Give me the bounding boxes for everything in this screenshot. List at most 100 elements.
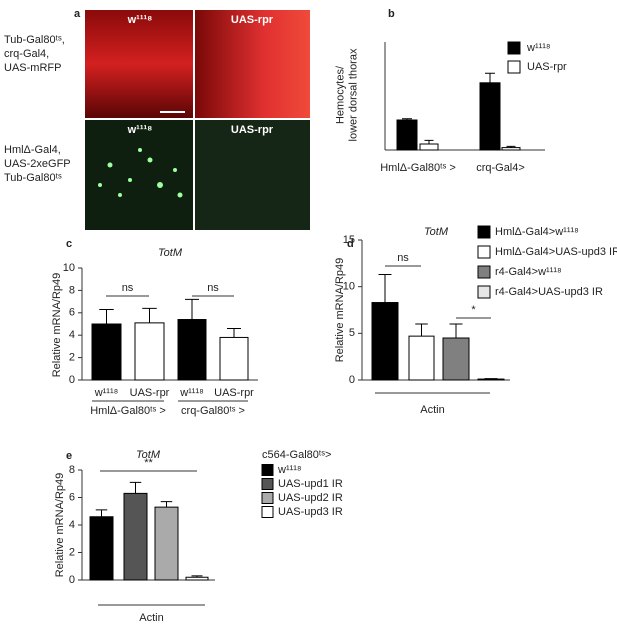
error-bar bbox=[449, 323, 463, 338]
error-bar bbox=[129, 481, 142, 494]
x-tick-label: HmlΔ-Gal80ᵗˢ > bbox=[380, 162, 456, 174]
x-tick-label: UAS-rpr bbox=[214, 387, 254, 399]
legend-swatch bbox=[261, 464, 274, 476]
legend-swatch bbox=[507, 60, 521, 74]
legend-swatch bbox=[477, 285, 491, 299]
bar bbox=[408, 335, 435, 381]
y-axis-label: Relative mRNA/Rp49 bbox=[54, 473, 66, 578]
error-bar bbox=[378, 274, 392, 303]
error-bar bbox=[99, 308, 114, 324]
bar bbox=[396, 119, 418, 151]
bar bbox=[154, 506, 179, 581]
y-tick-label: 0 bbox=[69, 574, 75, 586]
error-bar bbox=[402, 118, 412, 120]
legend-label: UAS-upd3 IR bbox=[278, 506, 343, 518]
image-green-left bbox=[85, 120, 193, 230]
panel-letter: e bbox=[66, 450, 72, 462]
bar bbox=[134, 322, 165, 381]
y-tick-label: 6 bbox=[69, 307, 75, 319]
y-tick-label: 15 bbox=[343, 234, 355, 246]
legend-swatch bbox=[507, 41, 521, 55]
legend-label: w¹¹¹⁸ bbox=[526, 42, 551, 54]
bar bbox=[89, 516, 114, 581]
panel-a-images bbox=[85, 10, 310, 230]
legend-swatch bbox=[261, 492, 274, 504]
bar bbox=[442, 337, 470, 381]
y-tick-label: 10 bbox=[343, 281, 355, 293]
panel-letter: b bbox=[388, 8, 395, 20]
image-row-label: crq-Gal4, bbox=[4, 48, 49, 60]
x-tick-label: w¹¹¹⁸ bbox=[179, 387, 204, 399]
error-bar bbox=[185, 298, 199, 320]
error-bar bbox=[227, 327, 241, 338]
y-tick-label: 6 bbox=[69, 491, 75, 503]
legend-swatch bbox=[477, 265, 491, 279]
bar bbox=[185, 576, 209, 581]
legend-label: UAS-upd1 IR bbox=[278, 478, 343, 490]
y-tick-label: 8 bbox=[69, 464, 75, 476]
legend-swatch bbox=[261, 506, 274, 518]
group-label: crq-Gal80ᵗˢ > bbox=[181, 405, 245, 417]
image-column-label: w¹¹¹⁸ bbox=[127, 124, 153, 136]
y-axis-label: lower dorsal thorax bbox=[347, 48, 359, 141]
annotation: ns bbox=[122, 282, 134, 294]
chart-title: TotM bbox=[136, 449, 161, 461]
error-bar bbox=[142, 307, 157, 323]
x-axis-label: Actin bbox=[139, 612, 163, 624]
legend-label: UAS-upd2 IR bbox=[278, 492, 343, 504]
y-axis-label: Hemocytes/ bbox=[334, 65, 346, 124]
x-axis-label: Actin bbox=[420, 404, 444, 416]
y-tick-label: 10 bbox=[63, 262, 75, 274]
y-tick-label: 4 bbox=[69, 329, 75, 341]
y-tick-label: 8 bbox=[69, 284, 75, 296]
error-bar bbox=[506, 145, 516, 148]
y-tick-label: 5 bbox=[349, 327, 355, 339]
x-tick-label: UAS-rpr bbox=[130, 387, 170, 399]
bar bbox=[419, 143, 439, 151]
x-tick-label: crq-Gal4> bbox=[476, 162, 525, 174]
error-bar bbox=[191, 575, 203, 578]
bar bbox=[501, 147, 521, 151]
legend-swatch bbox=[477, 245, 491, 259]
image-column-label: UAS-rpr bbox=[231, 14, 274, 26]
hemocyte-dots bbox=[98, 148, 183, 198]
error-bar bbox=[424, 139, 434, 144]
image-column-label: UAS-rpr bbox=[231, 124, 274, 136]
image-column-label: w¹¹¹⁸ bbox=[127, 14, 153, 26]
chart-title: TotM bbox=[424, 226, 449, 238]
image-red-right bbox=[195, 10, 310, 118]
bar bbox=[177, 319, 207, 381]
legend-label: w¹¹¹⁸ bbox=[277, 464, 302, 476]
y-tick-label: 0 bbox=[69, 374, 75, 386]
image-row-label: Tub-Gal80ᵗˢ, bbox=[4, 34, 65, 46]
legend-swatch bbox=[261, 478, 274, 490]
bar bbox=[123, 492, 148, 581]
y-tick-label: 2 bbox=[69, 546, 75, 558]
panel-letter: a bbox=[74, 8, 81, 20]
error-bar bbox=[415, 323, 428, 337]
bar bbox=[479, 82, 501, 151]
y-tick-label: 2 bbox=[69, 352, 75, 364]
annotation: ** bbox=[144, 457, 153, 469]
image-row-label: HmlΔ-Gal4, bbox=[4, 144, 61, 156]
legend-label: r4-Gal4>UAS-upd3 IR bbox=[495, 286, 603, 298]
bar bbox=[371, 302, 399, 381]
legend-title: c564-Gal80ᵗˢ> bbox=[262, 449, 331, 461]
chart-title: TotM bbox=[158, 247, 183, 259]
image-row-label: UAS-2xeGFP bbox=[4, 158, 71, 170]
annotation: ns bbox=[207, 282, 219, 294]
bar bbox=[219, 336, 249, 381]
y-axis-label: Relative mRNA/Rp49 bbox=[51, 273, 63, 378]
error-bar bbox=[95, 509, 108, 517]
legend-swatch bbox=[477, 225, 491, 239]
bar bbox=[91, 323, 122, 381]
panel-letter: c bbox=[66, 238, 72, 250]
error-bar bbox=[160, 501, 173, 508]
y-axis-label: Relative mRNA/Rp49 bbox=[334, 258, 346, 363]
bar bbox=[477, 378, 505, 381]
legend-label: HmlΔ-Gal4>UAS-upd3 IR bbox=[495, 246, 617, 258]
image-green-right bbox=[195, 120, 310, 230]
error-bar bbox=[485, 72, 495, 83]
legend-label: r4-Gal4>w¹¹¹⁸ bbox=[495, 266, 562, 278]
